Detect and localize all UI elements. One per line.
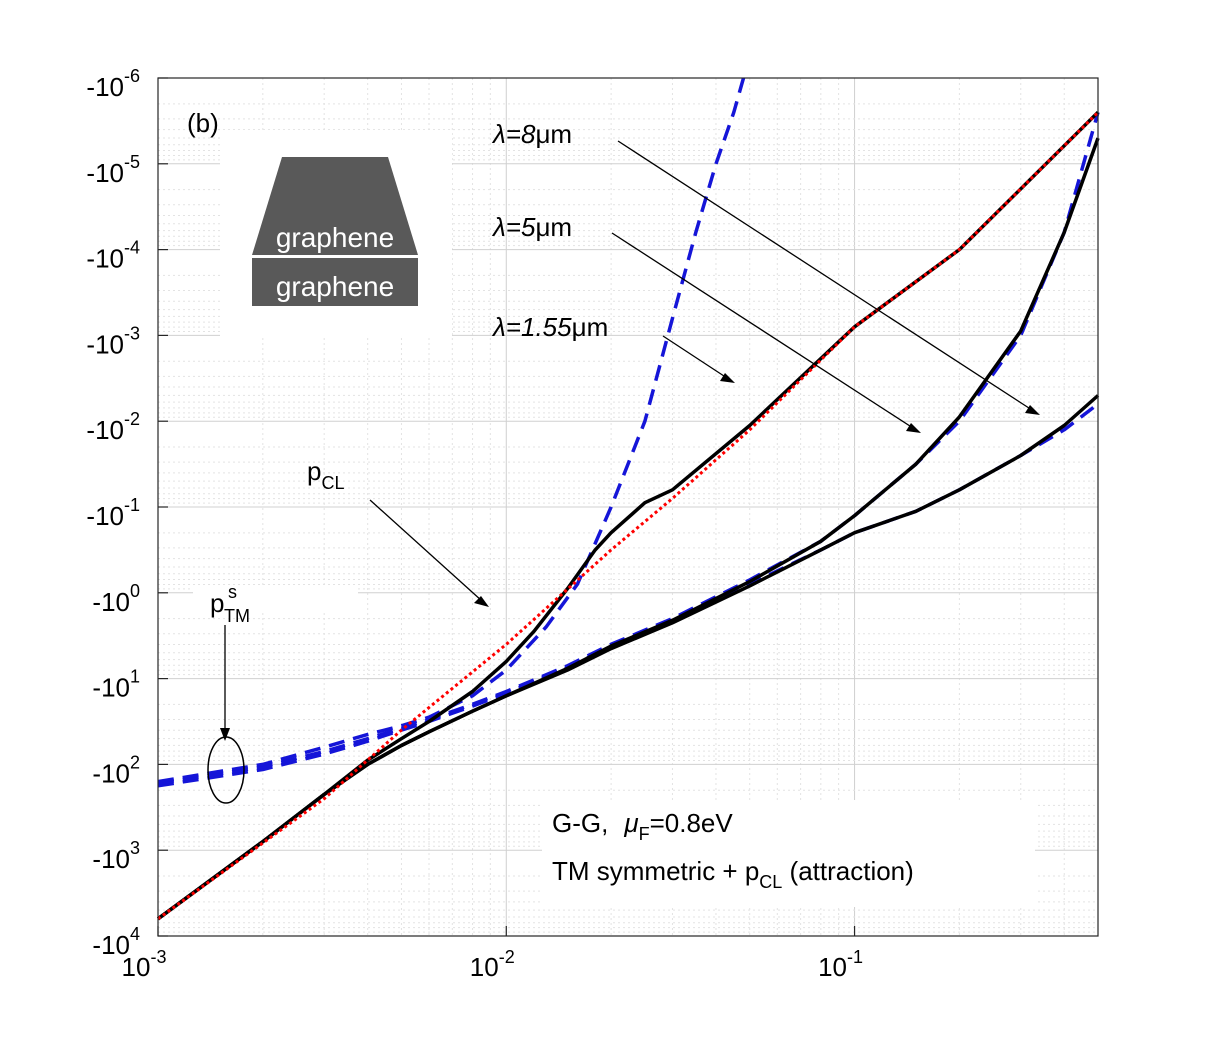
arrow-lambda-8 [617, 140, 1033, 411]
y-tick-label: -102 [92, 752, 140, 788]
panel-label: (b) [187, 108, 219, 138]
y-tick-base: -10 [86, 415, 124, 445]
y-tick-base: -10 [86, 244, 124, 274]
legend-gg: G-G, [552, 808, 608, 838]
y-tick-base: -10 [92, 758, 130, 788]
y-tick-base: -10 [86, 72, 124, 102]
legend-mu-value: =0.8eV [650, 808, 734, 838]
y-tick-base: -10 [86, 158, 124, 188]
ptm-sup: s [228, 582, 237, 602]
annotations: (b) λ=8μm λ=5μm λ=1.55μm pCL p s TM [187, 108, 1040, 804]
arrowhead-ptm [220, 728, 230, 741]
arrowhead-pcl [474, 596, 489, 607]
y-tick-exp: 0 [130, 581, 140, 601]
y-tick-label: -10-5 [86, 152, 140, 188]
y-tick-label: -100 [92, 581, 140, 617]
y-tick-label: -10-3 [86, 323, 140, 359]
pcl-sub: CL [321, 473, 344, 493]
arrowhead-lambda-5 [906, 423, 921, 433]
x-tick-base: 10 [818, 952, 847, 982]
pcl-label: pCL [307, 456, 344, 493]
pcl-main: p [307, 456, 321, 486]
series-total-5-m [156, 137, 1100, 921]
y-tick-base: -10 [92, 673, 130, 703]
legend-background [542, 800, 1035, 907]
annotation-arrowheads [220, 373, 1040, 741]
series-p-cl [157, 111, 1100, 921]
series-p-tm-s-1-55-m [157, 77, 746, 784]
lambda-155-unit: μm [572, 312, 609, 342]
x-tick-label: 10-3 [122, 947, 167, 982]
arrow-lambda-155 [662, 335, 728, 379]
y-tick-exp: 1 [130, 667, 140, 687]
inset-bottom-label: graphene [276, 271, 394, 302]
y-tick-base: -10 [92, 587, 130, 617]
y-tick-label: -10-4 [86, 238, 140, 274]
legend-mu: μ [623, 808, 638, 838]
x-tick-base: 10 [122, 952, 151, 982]
ptm-label-background [193, 585, 358, 613]
arrow-lambda-5 [611, 232, 914, 429]
x-tick-label: 10-1 [818, 947, 863, 982]
y-tick-exp: -6 [124, 66, 140, 86]
lambda-155-prefix: λ=1.55 [491, 312, 572, 342]
arrow-pcl [369, 499, 483, 602]
y-tick-label: -103 [92, 838, 140, 874]
y-tick-exp: -4 [124, 238, 140, 258]
lambda-155-label: λ=1.55μm [491, 312, 608, 342]
y-tick-exp: 4 [130, 924, 140, 944]
x-tick-exp: -1 [847, 947, 863, 967]
y-tick-label: -101 [92, 667, 140, 703]
axis-ticks: 10-3 10-2 10-1-10-6-10-5-10-4-10-3-10-2-10… [86, 66, 863, 982]
y-tick-exp: -5 [124, 152, 140, 172]
x-tick-label: 10-2 [470, 947, 515, 982]
x-tick-base: 10 [470, 952, 499, 982]
arrowhead-lambda-8 [1025, 405, 1040, 415]
y-tick-exp: -1 [124, 495, 140, 515]
lambda-5-unit: μm [535, 212, 572, 242]
annotation-arrows [224, 140, 1033, 733]
graphene-layer-bottom [252, 258, 418, 306]
lambda-8-label: λ=8μm [491, 119, 572, 149]
y-tick-exp: 3 [130, 838, 140, 858]
series-layer [156, 77, 1100, 921]
y-tick-label: -10-1 [86, 495, 140, 531]
lambda-8-unit: μm [535, 119, 572, 149]
lambda-5-prefix: λ=5 [491, 212, 536, 242]
legend-tm: TM symmetric + p [552, 856, 759, 886]
y-tick-label: -104 [92, 924, 140, 960]
y-tick-label: -10-6 [86, 66, 140, 102]
y-tick-label: -10-2 [86, 409, 140, 445]
lambda-8-prefix: λ=8 [491, 119, 536, 149]
legend-line-1: G-G, μF=0.8eV [552, 808, 733, 844]
legend-mu-sub: F [639, 824, 650, 844]
legend-line-2: TM symmetric + pCL (attraction) [552, 856, 914, 892]
inset: graphene graphene [220, 130, 452, 336]
x-tick-exp: -3 [150, 947, 166, 967]
x-tick-exp: -2 [499, 947, 515, 967]
inset-top-label: graphene [276, 222, 394, 253]
ptm-sub: TM [224, 606, 250, 626]
ptm-label: p s TM [210, 582, 250, 626]
legend-attraction: (attraction) [782, 856, 914, 886]
legend: G-G, μF=0.8eV TM symmetric + pCL (attract… [542, 800, 1035, 907]
lambda-5-label: λ=5μm [491, 212, 572, 242]
y-tick-exp: -3 [124, 323, 140, 343]
y-tick-exp: 2 [130, 752, 140, 772]
y-tick-base: -10 [92, 844, 130, 874]
arrowhead-lambda-155 [720, 373, 735, 383]
ptm-main: p [210, 588, 224, 618]
y-tick-base: -10 [86, 501, 124, 531]
legend-cl-sub: CL [759, 872, 782, 892]
y-tick-base: -10 [92, 930, 130, 960]
y-tick-exp: -2 [124, 409, 140, 429]
y-tick-base: -10 [86, 329, 124, 359]
graphene-layer-top [252, 157, 418, 255]
